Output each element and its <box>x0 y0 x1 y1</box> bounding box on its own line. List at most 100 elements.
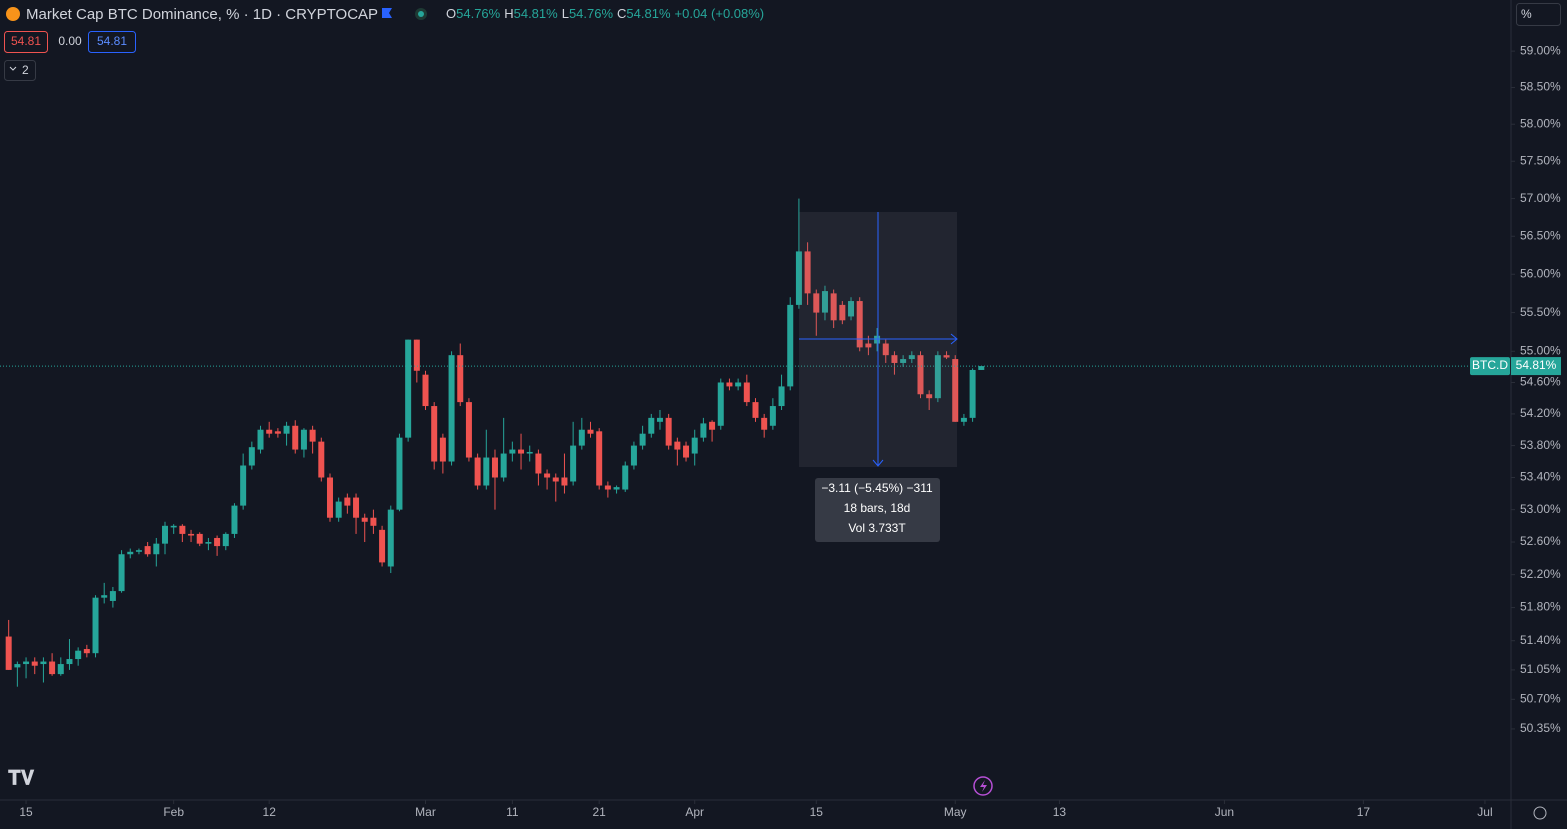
candle-body <box>127 551 134 555</box>
candle-body <box>683 445 690 458</box>
candle-body <box>448 355 455 462</box>
candle-body <box>926 394 933 399</box>
x-tick-label: Jul <box>1477 805 1492 819</box>
indicator-count: 2 <box>22 63 29 77</box>
price-tag-value: 54.81% <box>1516 358 1557 372</box>
y-tick-label: 53.00% <box>1520 502 1561 516</box>
candle-body <box>5 636 12 670</box>
candle-body <box>413 339 420 371</box>
header-title: Market Cap BTC Dominance, % · 1D · CRYPT… <box>26 6 378 23</box>
candle-body <box>300 429 307 450</box>
measure-arrow <box>872 459 884 467</box>
ask: 54.81 <box>97 34 127 48</box>
ohlc-value: 54.76% <box>569 6 614 21</box>
candle-body <box>283 425 290 434</box>
candle-body <box>309 429 316 442</box>
y-tick-label: 52.60% <box>1520 534 1561 548</box>
candle-body <box>75 650 82 660</box>
y-tick-label: 50.70% <box>1520 691 1561 705</box>
measure-text: Vol 3.733T <box>848 521 906 535</box>
candle-body <box>570 445 577 482</box>
candle-body <box>717 382 724 426</box>
candle-body <box>40 661 47 665</box>
x-tick-label: Feb <box>163 805 184 819</box>
candle-body <box>943 355 950 358</box>
candle-body <box>153 543 160 555</box>
candle-body <box>917 355 924 395</box>
ohlc-change: +0.04 (+0.08%) <box>675 6 765 21</box>
candle-body <box>344 497 351 506</box>
x-tick-label: May <box>944 805 967 819</box>
candle-body <box>691 437 698 454</box>
candle-body <box>552 477 559 482</box>
candle-body <box>361 517 368 522</box>
settings-icon[interactable] <box>1533 806 1547 820</box>
ohlc-label: C <box>617 6 626 21</box>
candle-body <box>509 449 516 454</box>
candle-body <box>865 343 872 348</box>
y-tick-label: 51.80% <box>1520 600 1561 614</box>
candle-body <box>231 505 238 534</box>
candle-body <box>813 293 820 313</box>
y-tick-label: 54.20% <box>1520 406 1561 420</box>
candle-body <box>587 429 594 434</box>
candle-body <box>83 649 90 654</box>
candle-body <box>483 457 490 486</box>
candle-body <box>518 449 525 454</box>
x-tick-label: 11 <box>506 805 519 819</box>
candle-body <box>422 374 429 407</box>
scale-button[interactable] <box>1516 3 1561 26</box>
candle-body <box>535 453 542 474</box>
candle-body <box>457 355 464 403</box>
indicators-toggle[interactable] <box>4 60 36 81</box>
candle-body <box>726 382 733 387</box>
candle-body <box>92 597 99 654</box>
candle-body <box>908 355 915 360</box>
ohlc-label: H <box>504 6 513 21</box>
measure-text: −3.11 (−5.45%) −311 <box>821 481 933 495</box>
candle-body <box>214 537 221 547</box>
lightning-icon[interactable] <box>973 776 993 796</box>
candle-body <box>23 661 30 665</box>
ask-box[interactable] <box>88 31 136 53</box>
candle-body <box>978 366 985 370</box>
lightning-icon <box>980 780 987 792</box>
price-tag-symbol-box <box>1470 357 1510 376</box>
candle-body <box>856 301 863 348</box>
candle-body <box>561 477 568 486</box>
candle-body <box>326 477 333 518</box>
candle-body <box>743 382 750 403</box>
candle-body <box>474 457 481 486</box>
candle-body <box>761 417 768 430</box>
candle-body <box>222 533 229 547</box>
candle-body <box>188 533 195 536</box>
measure-box <box>815 478 940 542</box>
y-tick-label: 56.50% <box>1520 228 1561 242</box>
bid: 54.81 <box>11 34 41 48</box>
candle-body <box>769 406 776 426</box>
candle-body <box>57 664 64 675</box>
candle-body <box>101 595 108 598</box>
x-tick-label: Apr <box>685 805 704 819</box>
candle-body <box>396 437 403 510</box>
candle-body <box>752 402 759 418</box>
candle-body <box>804 251 811 294</box>
x-tick-label: Mar <box>415 805 436 819</box>
candle-body <box>318 441 325 478</box>
candle-body <box>257 429 264 450</box>
candle-body <box>900 359 907 363</box>
y-tick-label: 58.00% <box>1520 116 1561 130</box>
bid-box[interactable] <box>4 31 48 53</box>
logo: 𝐓𝐕 <box>8 767 35 789</box>
candle-body <box>821 291 828 313</box>
x-tick-label: 21 <box>593 805 607 819</box>
flag-icon[interactable] <box>382 8 392 18</box>
x-tick-label: 15 <box>19 805 33 819</box>
y-tick-label: 56.00% <box>1520 266 1561 280</box>
candle-body <box>787 304 794 387</box>
y-tick-label: 54.60% <box>1520 375 1561 389</box>
candle-body <box>778 386 785 407</box>
candle-body <box>622 465 629 490</box>
